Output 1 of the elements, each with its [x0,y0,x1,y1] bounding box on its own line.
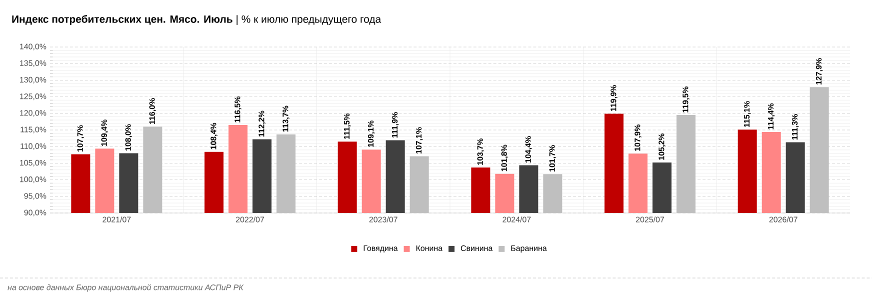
chart-title: Индекс потребительских цен. Мясо. Июль | % к июлю предыдущего года [12,15,382,25]
